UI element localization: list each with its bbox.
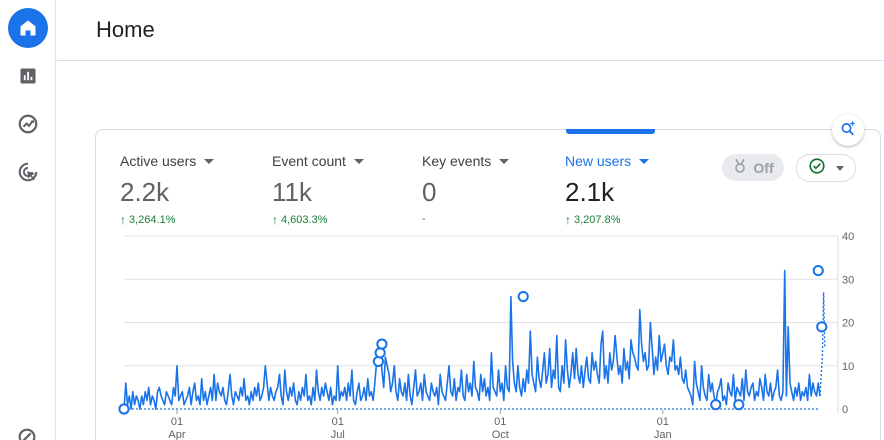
anomaly-marker	[816, 321, 828, 333]
anomaly-marker	[710, 399, 722, 411]
series-line	[123, 269, 821, 410]
metric-label-dropdown[interactable]: Event count	[272, 153, 364, 169]
metric-label: Key events	[422, 153, 492, 169]
metric-value: 2.1k	[565, 177, 615, 207]
x-tick-day-label: 01	[332, 416, 344, 428]
selected-tab-indicator	[566, 129, 655, 134]
metric-value: 2.2k	[120, 177, 170, 207]
metric-label-dropdown[interactable]: Active users	[120, 153, 215, 169]
anomaly-toggle[interactable]: Off	[722, 154, 784, 181]
metric-event-count[interactable]: Event count 11k ↑ 4,603.3%	[272, 153, 364, 227]
metric-label: New users	[565, 153, 632, 169]
bar-chart-icon	[18, 66, 38, 86]
y-tick-label: 30	[842, 274, 854, 286]
metric-change-value: 3,207.8%	[574, 214, 621, 226]
x-tick-month-label: Oct	[492, 429, 509, 440]
metric-value: 0	[422, 177, 437, 207]
comparison-status-dropdown[interactable]	[796, 154, 856, 182]
explore-icon	[17, 113, 39, 135]
anomaly-marker	[812, 265, 824, 277]
x-tick-day-label: 01	[494, 416, 506, 428]
x-tick-month-label: Jul	[331, 429, 345, 440]
caret-down-icon	[639, 158, 650, 164]
metric-new-users[interactable]: New users 2.1k ↑ 3,207.8%	[565, 153, 650, 227]
metric-active-users[interactable]: Active users 2.2k ↑ 3,264.1%	[120, 153, 215, 227]
metric-label: Active users	[120, 153, 197, 169]
sidebar	[0, 0, 56, 440]
y-tick-label: 10	[842, 361, 854, 373]
metric-change-value: 4,603.3%	[281, 214, 328, 226]
medal-icon	[732, 158, 748, 177]
anomaly-marker	[376, 338, 388, 350]
arrow-up-icon: ↑	[565, 213, 571, 227]
metric-label-dropdown[interactable]: Key events	[422, 153, 510, 169]
arrow-up-icon: ↑	[272, 213, 278, 227]
metric-change: ↑ 3,264.1%	[120, 213, 214, 227]
x-tick-month-label: Jan	[654, 429, 672, 440]
page-title: Home	[96, 17, 155, 42]
check-circle-icon	[808, 157, 826, 180]
x-tick-day-label: 01	[171, 416, 183, 428]
metric-change-value: -	[422, 213, 426, 225]
anomaly-toggle-label: Off	[753, 159, 774, 176]
nav-home-button[interactable]	[8, 8, 48, 48]
nav-reports-button[interactable]	[8, 56, 48, 96]
insights-button[interactable]	[832, 114, 864, 146]
caret-down-icon	[836, 165, 844, 171]
metric-change: ↑ 3,207.8%	[565, 213, 649, 227]
arrow-up-icon: ↑	[120, 213, 126, 227]
anomaly-marker	[517, 290, 529, 303]
metric-value: 11k	[272, 177, 312, 207]
y-tick-label: 20	[842, 318, 854, 330]
anomaly-marker	[118, 403, 130, 415]
y-tick-label: 0	[842, 404, 848, 416]
nav-explore-button[interactable]	[8, 104, 48, 144]
caret-down-icon	[204, 158, 215, 164]
anomaly-marker	[372, 355, 384, 368]
x-tick-month-label: Apr	[168, 429, 185, 440]
nav-advertising-button[interactable]	[8, 152, 48, 192]
metric-label-dropdown[interactable]: New users	[565, 153, 650, 169]
metric-key-events[interactable]: Key events 0 -	[422, 153, 510, 225]
caret-down-icon	[499, 158, 510, 164]
caret-down-icon	[353, 158, 364, 164]
page-header: Home	[57, 0, 884, 61]
home-icon	[18, 18, 38, 38]
target-cursor-icon	[17, 161, 39, 183]
anomaly-marker	[374, 347, 386, 359]
anomaly-marker	[733, 399, 745, 411]
settings-icon[interactable]	[16, 426, 38, 440]
metric-change: -	[422, 213, 509, 225]
metric-change: ↑ 4,603.3%	[272, 213, 364, 227]
metric-change-value: 3,264.1%	[129, 214, 176, 226]
sparkle-search-icon	[839, 119, 857, 142]
x-tick-day-label: 01	[657, 416, 669, 428]
y-tick-label: 40	[842, 231, 854, 243]
metric-label: Event count	[272, 153, 346, 169]
forecast-dotted-line	[819, 292, 826, 397]
